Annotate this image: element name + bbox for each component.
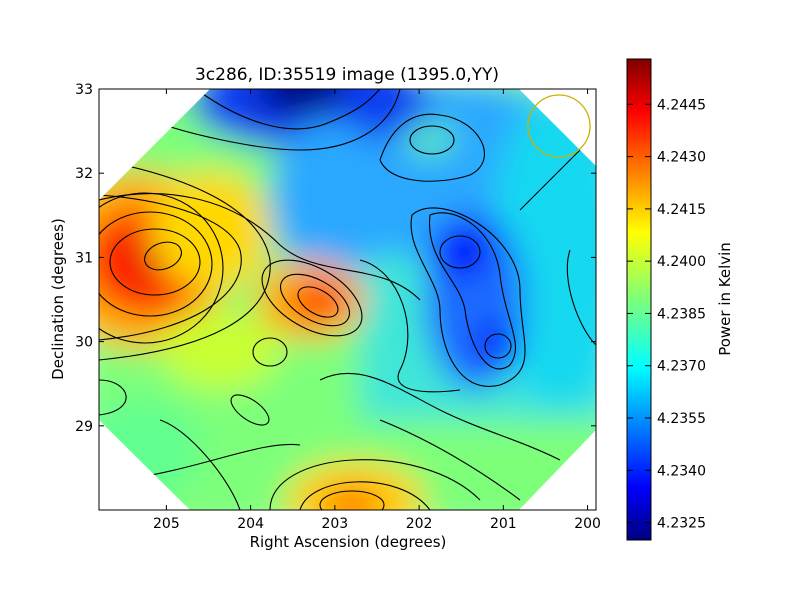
heatmap-area — [99, 89, 596, 510]
colorbar-ticks: 4.2445 4.2430 4.2415 4.2400 4.2385 4.2370 4.23… — [627, 97, 706, 532]
colorbar-tick-label: 4.2430 — [657, 150, 706, 166]
y-tick-label: 29 — [75, 419, 93, 435]
colorbar-tick-label: 4.2355 — [657, 411, 706, 427]
beam-circle — [527, 94, 591, 158]
colorbar-label: Power in Kelvin — [716, 242, 734, 356]
y-tick-label: 33 — [75, 82, 93, 98]
colorbar-tick-label: 4.2445 — [657, 97, 706, 113]
y-axis-label: Declination (degrees) — [49, 218, 67, 380]
plot-frame — [98, 88, 597, 511]
y-axis: 29 30 31 32 33 — [75, 82, 596, 435]
x-tick-label: 204 — [237, 516, 264, 532]
x-tick-label: 200 — [574, 516, 601, 532]
y-tick-label: 30 — [75, 335, 93, 351]
chart-title: 3c286, ID:35519 image (1395.0,YY) — [195, 65, 499, 85]
x-axis-label: Right Ascension (degrees) — [250, 533, 447, 551]
y-tick-label: 32 — [75, 166, 93, 182]
colorbar-tick-label: 4.2325 — [657, 516, 706, 532]
contour-lines — [99, 89, 596, 510]
colorbar-tick-label: 4.2370 — [657, 359, 706, 375]
heatmap-field — [99, 89, 596, 510]
colorbar — [626, 58, 652, 541]
x-tick-label: 202 — [406, 516, 433, 532]
x-tick-label: 201 — [490, 516, 517, 532]
colorbar-tick-label: 4.2385 — [657, 306, 706, 322]
colorbar-tick-label: 4.2340 — [657, 463, 706, 479]
colorbar-tick-label: 4.2415 — [657, 202, 706, 218]
x-tick-label: 203 — [321, 516, 348, 532]
y-tick-label: 31 — [75, 250, 93, 266]
colorbar-tick-label: 4.2400 — [657, 254, 706, 270]
x-axis: 205 204 203 202 201 200 — [153, 89, 601, 532]
x-tick-label: 205 — [153, 516, 180, 532]
